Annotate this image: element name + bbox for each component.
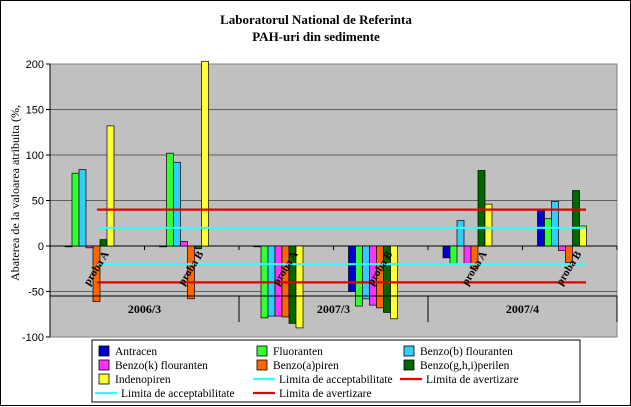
bar-Indenopiren: [484, 203, 493, 247]
bar-Benzo(b) flouranten: [456, 220, 465, 247]
bar-Benzo(k) flouranten: [558, 245, 566, 251]
bar-Benzo(b) flouranten: [78, 169, 87, 247]
legend-swatch: [98, 359, 110, 371]
chart-subtitle: PAH-uri din sedimente: [252, 29, 380, 44]
legend-label: Benzo(b) flouranten: [420, 346, 513, 358]
bar-Benzo(a)piren: [187, 245, 195, 300]
legend-label: Limita de acceptabilitate: [121, 388, 235, 400]
bar-Fluoranten: [71, 172, 80, 247]
legend-label: Limita de acceptabilitate: [279, 374, 393, 386]
bar-Benzo(b) flouranten: [173, 161, 181, 247]
bar-Benzo(b) flouranten: [362, 245, 370, 300]
legend-swatch: [98, 373, 110, 385]
bar-Fluoranten: [355, 245, 363, 307]
legend-label: Indenopiren: [115, 374, 171, 386]
legend-label: Benzo(a)piren: [273, 360, 339, 372]
y-tick-label: -50: [28, 287, 44, 299]
legend-swatch: [98, 345, 110, 357]
bar-Benzo(g,h,i)perilen: [477, 170, 486, 247]
bar-Fluoranten: [544, 218, 552, 247]
legend-label: Benzo(k) flouranten: [115, 360, 208, 372]
legend-label: Limita de avertizare: [279, 388, 372, 400]
bar-Benzo(k) flouranten: [85, 245, 94, 249]
bar-Benzo(g,h,i)perilen: [99, 239, 108, 247]
group-label: 2007/4: [506, 302, 539, 316]
bar-Fluoranten: [166, 152, 174, 247]
legend-swatch: [256, 345, 268, 357]
group-label: 2007/3: [317, 302, 350, 316]
legend-box: [91, 339, 581, 403]
bar-Indenopiren: [106, 125, 115, 247]
y-tick-label: 150: [26, 105, 44, 117]
legend: Antracen Fluoranten Benzo(b) flouranten Ben…: [91, 339, 581, 403]
group-label: 2006/3: [128, 302, 161, 316]
bar-Benzo(k) flouranten: [463, 245, 472, 265]
y-tick-label: 100: [26, 150, 44, 162]
y-tick-label: -100: [22, 332, 44, 344]
bar-Benzo(a)piren: [92, 245, 101, 302]
bar-Antracen: [159, 245, 167, 248]
legend-label: Limita de avertizare: [426, 374, 519, 386]
legend-swatch: [403, 345, 415, 357]
bar-Benzo(a)piren: [565, 245, 573, 263]
y-axis-label: Abaterea de la valoarea atribuita (%,: [8, 105, 22, 281]
legend-label: Fluoranten: [273, 346, 323, 358]
bar-Benzo(a)piren: [470, 245, 479, 270]
bar-Indenopiren: [295, 245, 304, 329]
y-tick-label: 200: [26, 59, 44, 71]
legend-swatch: [256, 359, 268, 371]
bar-Indenopiren: [201, 60, 209, 247]
bar-Antracen: [64, 245, 73, 248]
y-tick-label: 0: [38, 241, 44, 253]
legend-label: Benzo(g,h,i)perilen: [420, 360, 510, 372]
y-tick-label: 50: [32, 196, 44, 208]
bar-Antracen: [348, 245, 356, 292]
bar-Antracen: [442, 245, 451, 259]
bar-Benzo(g,h,i)perilen: [194, 245, 202, 250]
bar-Benzo(g,h,i)perilen: [572, 190, 580, 247]
chart-title: Laboratorul National de Referinta: [220, 12, 412, 27]
bar-Benzo(k) flouranten: [180, 241, 188, 247]
bar-Indenopiren: [579, 225, 587, 247]
bar-Fluoranten: [449, 245, 458, 265]
bar-Antracen: [253, 245, 262, 248]
legend-swatch: [403, 359, 415, 371]
bar-Benzo(b) flouranten: [551, 201, 559, 247]
legend-label: Antracen: [115, 346, 157, 358]
